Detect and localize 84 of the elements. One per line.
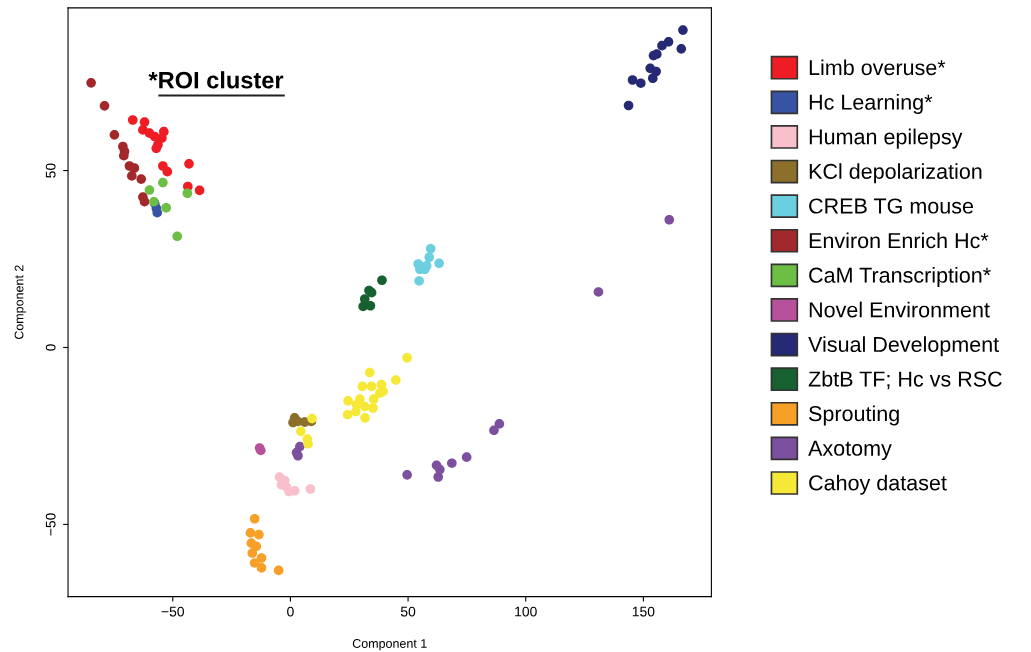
point (593, 287, 604, 297)
y-tick-label: 50 (45, 163, 56, 178)
x-tick-label: 0 (287, 606, 294, 617)
point (494, 419, 505, 429)
point (433, 472, 443, 482)
point (447, 458, 457, 468)
point (678, 25, 688, 35)
point (136, 174, 147, 184)
legend-label: Cahoy dataset (809, 474, 947, 495)
x-tick-label: 50 (400, 606, 416, 617)
point (434, 258, 444, 269)
point (391, 375, 401, 385)
legend-label: Limb overuse* (809, 59, 946, 76)
point (623, 100, 634, 111)
x-axis-title: Component 1 (352, 639, 427, 651)
point (351, 406, 361, 417)
legend-label: Axotomy (808, 440, 892, 461)
point (127, 171, 137, 181)
point (109, 130, 120, 140)
point (158, 177, 168, 188)
point (657, 40, 667, 51)
point (377, 275, 387, 286)
legend-label: KCl depolarization (809, 163, 982, 184)
point (343, 396, 353, 406)
y-tick-label: −50 (45, 513, 56, 536)
legend-label: CREB TG mouse (809, 198, 974, 214)
point (664, 214, 675, 225)
y-axis-title: Component 2 (14, 265, 26, 340)
point (254, 529, 264, 540)
point (295, 426, 306, 437)
point (461, 452, 472, 462)
point (194, 185, 205, 196)
point (424, 252, 435, 263)
point (305, 484, 316, 494)
point (425, 243, 436, 254)
point (360, 413, 370, 423)
point (357, 381, 368, 392)
point (162, 166, 173, 177)
legend-label: ZbtB TF; Hc vs RSC (808, 370, 1002, 390)
legend-label: Sprouting (809, 405, 899, 426)
point (256, 553, 267, 563)
point (129, 163, 140, 173)
legend-label: Human epilepsy (809, 128, 963, 149)
point (247, 548, 258, 558)
x-tick-label: −50 (161, 606, 184, 617)
point (402, 470, 412, 480)
point (635, 78, 646, 88)
x-tick-label: 100 (515, 606, 537, 617)
point (402, 352, 412, 363)
point (151, 143, 162, 154)
point (245, 528, 256, 538)
point (161, 202, 171, 213)
point (366, 381, 377, 392)
point (182, 188, 193, 199)
legend-label: Visual Development (808, 336, 999, 357)
point (627, 75, 638, 85)
legend-label: Novel Environment (809, 301, 990, 318)
legend-label: Environ Enrich Hc* (809, 232, 989, 249)
point (99, 101, 110, 111)
point (365, 300, 376, 311)
point (249, 513, 260, 524)
point (647, 73, 658, 84)
point (342, 409, 353, 420)
point (273, 565, 284, 576)
point (184, 159, 194, 169)
x-tick-label: 150 (632, 606, 655, 617)
point (139, 196, 150, 207)
point (256, 563, 267, 573)
point (249, 558, 260, 568)
point (489, 425, 499, 436)
point (676, 44, 687, 54)
point (364, 367, 375, 378)
point (86, 78, 96, 88)
point (157, 133, 167, 143)
point (368, 403, 378, 413)
point (368, 394, 379, 404)
point (127, 115, 138, 125)
legend-label: Hc Learning* (809, 93, 933, 115)
annotation: *ROI cluster (148, 71, 284, 89)
point (172, 231, 183, 242)
y-tick-label: 0 (45, 344, 56, 351)
point (144, 185, 155, 195)
point (414, 276, 424, 286)
legend-label: CaM Transcription* (809, 267, 991, 288)
